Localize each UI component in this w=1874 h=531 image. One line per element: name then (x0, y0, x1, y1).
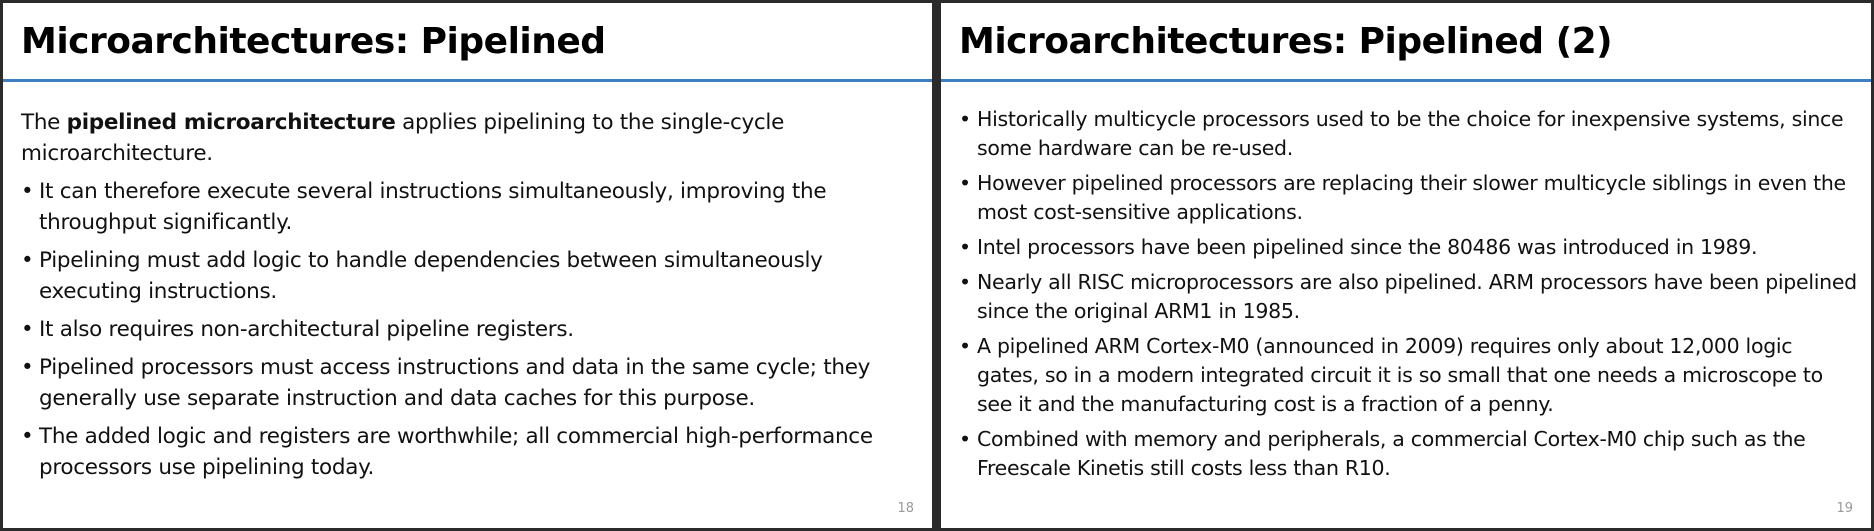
bullet-item: • A pipelined ARM Cortex-M0 (announced in… (959, 332, 1857, 419)
bullet-item: • Pipelining must add logic to handle dep… (21, 245, 910, 307)
bullet-dot: • (959, 427, 971, 451)
slide: Microarchitectures: Pipelined The pipeli… (3, 3, 932, 528)
bullet-dot: • (21, 317, 34, 342)
bullet-text: However pipelined processors are replaci… (977, 171, 1846, 224)
bullet-dot: • (959, 270, 971, 294)
bullet-dot: • (21, 355, 34, 380)
bullet-item: • Combined with memory and peripherals, a… (959, 425, 1857, 483)
bullet-dot: • (959, 334, 971, 358)
bullet-item: • It also requires non-architectural pipe… (21, 314, 910, 345)
bullet-dot: • (21, 424, 34, 449)
slide-body: The pipelined microarchitecture applies … (21, 107, 910, 490)
bullet-text: Pipelining must add logic to handle depe… (39, 248, 823, 304)
bullet-text: A pipelined ARM Cortex-M0 (announced in … (977, 334, 1823, 416)
bullet-item: • The added logic and registers are worth… (21, 421, 910, 483)
bullet-text: It also requires non-architectural pipel… (39, 317, 574, 342)
intro-text: applies pipelining to the single-cycle m… (21, 110, 785, 166)
bullet-text: Nearly all RISC microprocessors are also… (977, 270, 1857, 323)
title-rule (941, 79, 1871, 82)
bullet-dot: • (21, 248, 34, 273)
bullet-dot: • (21, 179, 34, 204)
bullet-text: Intel processors have been pipelined sin… (977, 235, 1758, 259)
bullet-item: • It can therefore execute several instru… (21, 176, 910, 238)
bullet-dot: • (959, 171, 971, 195)
intro-text: The (21, 110, 67, 135)
bullet-dot: • (959, 235, 971, 259)
bullet-item: • Intel processors have been pipelined si… (959, 233, 1857, 262)
bullet-item: • Historically multicycle processors used… (959, 105, 1857, 163)
slide-title: Microarchitectures: Pipelined (2) (959, 21, 1613, 62)
bullet-item: • However pipelined processors are replac… (959, 169, 1857, 227)
page-number: 19 (1836, 501, 1853, 516)
bullet-text: It can therefore execute several instruc… (39, 179, 827, 235)
slide-title: Microarchitectures: Pipelined (21, 21, 606, 62)
page-number: 18 (897, 501, 914, 516)
bullet-text: The added logic and registers are worthw… (39, 424, 873, 480)
bullet-item: • Nearly all RISC microprocessors are als… (959, 268, 1857, 326)
bullet-text: Pipelined processors must access instruc… (39, 355, 871, 411)
intro-bold: pipelined microarchitecture (66, 110, 396, 135)
intro: The pipelined microarchitecture applies … (21, 107, 910, 169)
bullet-dot: • (959, 107, 971, 131)
bullet-text: Combined with memory and peripherals, a … (977, 427, 1806, 480)
bullet-text: Historically multicycle processors used … (977, 107, 1844, 160)
slide: Microarchitectures: Pipelined (2) • Histo… (941, 3, 1871, 528)
title-rule (3, 79, 932, 82)
slide-body: • Historically multicycle processors used… (959, 105, 1857, 489)
bullet-item: • Pipelined processors must access instru… (21, 352, 910, 414)
